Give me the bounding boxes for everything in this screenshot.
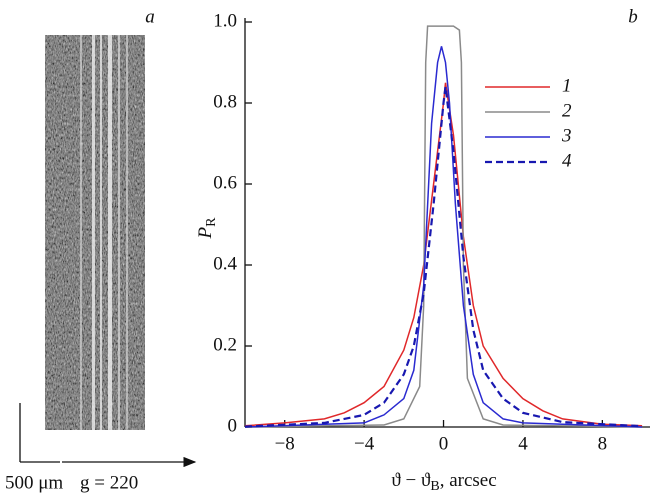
- series-line: [244, 25, 643, 428]
- x-label-main: ϑ − ϑ: [391, 470, 431, 491]
- topograph: [45, 35, 145, 430]
- series-line: [244, 86, 643, 428]
- x-tick-label: 0: [439, 433, 449, 454]
- panel-label: b: [628, 6, 638, 27]
- y-tick-label: 0.2: [213, 334, 237, 355]
- legend-label: 4: [562, 150, 572, 171]
- y-axis-label: PR: [195, 217, 219, 240]
- vector-label: g = 220: [80, 472, 138, 493]
- x-tick-label: −8: [275, 433, 295, 454]
- x-tick-label: 8: [598, 433, 608, 454]
- legend-label: 2: [562, 100, 572, 121]
- legend-label: 3: [561, 125, 572, 146]
- y-tick-label: 0.6: [213, 172, 237, 193]
- series-line: [244, 46, 643, 428]
- x-tick-label: −4: [354, 433, 375, 454]
- x-label-unit: , arcsec: [440, 470, 497, 491]
- x-label-sub: B: [430, 479, 439, 494]
- y-label-main: P: [195, 226, 216, 239]
- legend-label: 1: [562, 75, 572, 96]
- y-tick-label: 0.8: [213, 91, 237, 112]
- scale-label: 500 μm: [5, 472, 63, 493]
- y-tick-label: 0.4: [213, 253, 237, 274]
- series-line: [244, 82, 643, 427]
- x-tick-label: 4: [518, 433, 528, 454]
- y-label-sub: R: [204, 217, 219, 227]
- y-tick-label: 0: [228, 415, 238, 436]
- x-axis-label: ϑ − ϑB, arcsec: [391, 470, 496, 494]
- y-tick-label: 1.0: [213, 10, 237, 31]
- panel-label: a: [145, 6, 155, 27]
